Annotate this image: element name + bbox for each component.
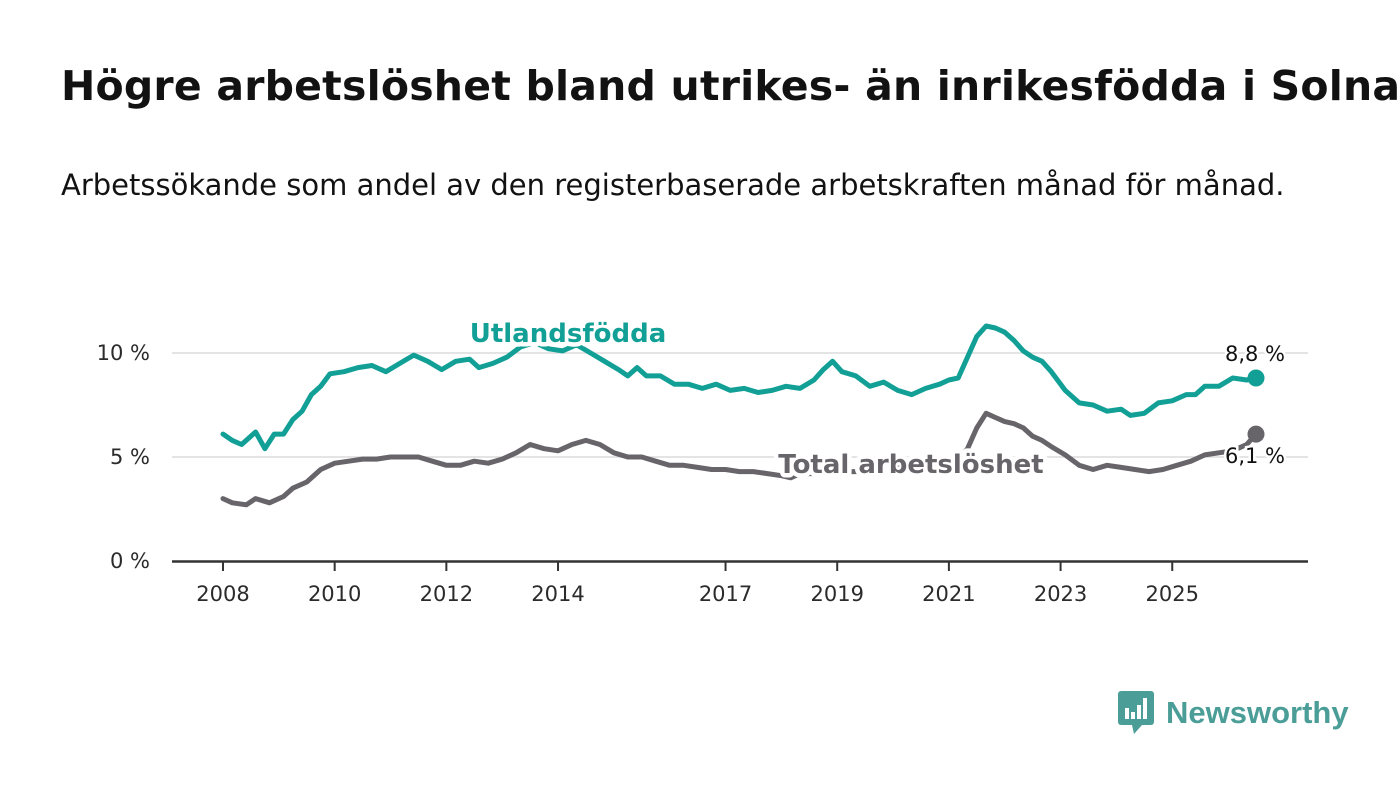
series-lines (220, 323, 1265, 508)
series-name-label: Utlandsfödda (470, 319, 667, 349)
chart-subtitle: Arbetssökande som andel av den registerb… (61, 168, 1285, 202)
series-name-label: Total arbetslöshet (778, 450, 1043, 480)
gridlines (172, 352, 1308, 458)
series-end-dot (1247, 369, 1265, 387)
x-tick-label: 2012 (420, 582, 473, 606)
series-end-label: 6,1 % (1225, 444, 1285, 468)
chart-title: Högre arbetslöshet bland utrikes- än inr… (61, 62, 1400, 110)
x-tick-label: 2019 (810, 582, 863, 606)
x-tick-label: 2014 (531, 582, 584, 606)
newsworthy-logo-icon (1118, 691, 1154, 734)
x-tick-label: 2010 (308, 582, 361, 606)
x-tick-label: 2025 (1146, 582, 1199, 606)
y-tick-label: 5 % (110, 445, 150, 469)
y-axis: 0 % 5 % 10 % (97, 341, 150, 573)
series-line (220, 323, 1259, 452)
x-tick-label: 2021 (922, 582, 975, 606)
x-tick-label: 2023 (1034, 582, 1087, 606)
y-tick-label: 10 % (97, 341, 150, 365)
series-line (220, 410, 1259, 508)
series-labels: Utlandsfödda 8,8 % Total arbetslöshet 6,1 % (465, 315, 1287, 485)
x-tick-label: 2008 (196, 582, 249, 606)
logo-text: Newsworthy (1166, 695, 1349, 730)
x-tick-label: 2017 (699, 582, 752, 606)
x-axis: 2008 2010 2012 2014 2017 2019 2021 2023 2025 (172, 560, 1308, 606)
y-tick-label: 0 % (110, 549, 150, 573)
newsworthy-logo: Newsworthy (1118, 690, 1349, 736)
series-end-dot (1247, 425, 1265, 443)
series-end-label: 8,8 % (1225, 342, 1285, 366)
